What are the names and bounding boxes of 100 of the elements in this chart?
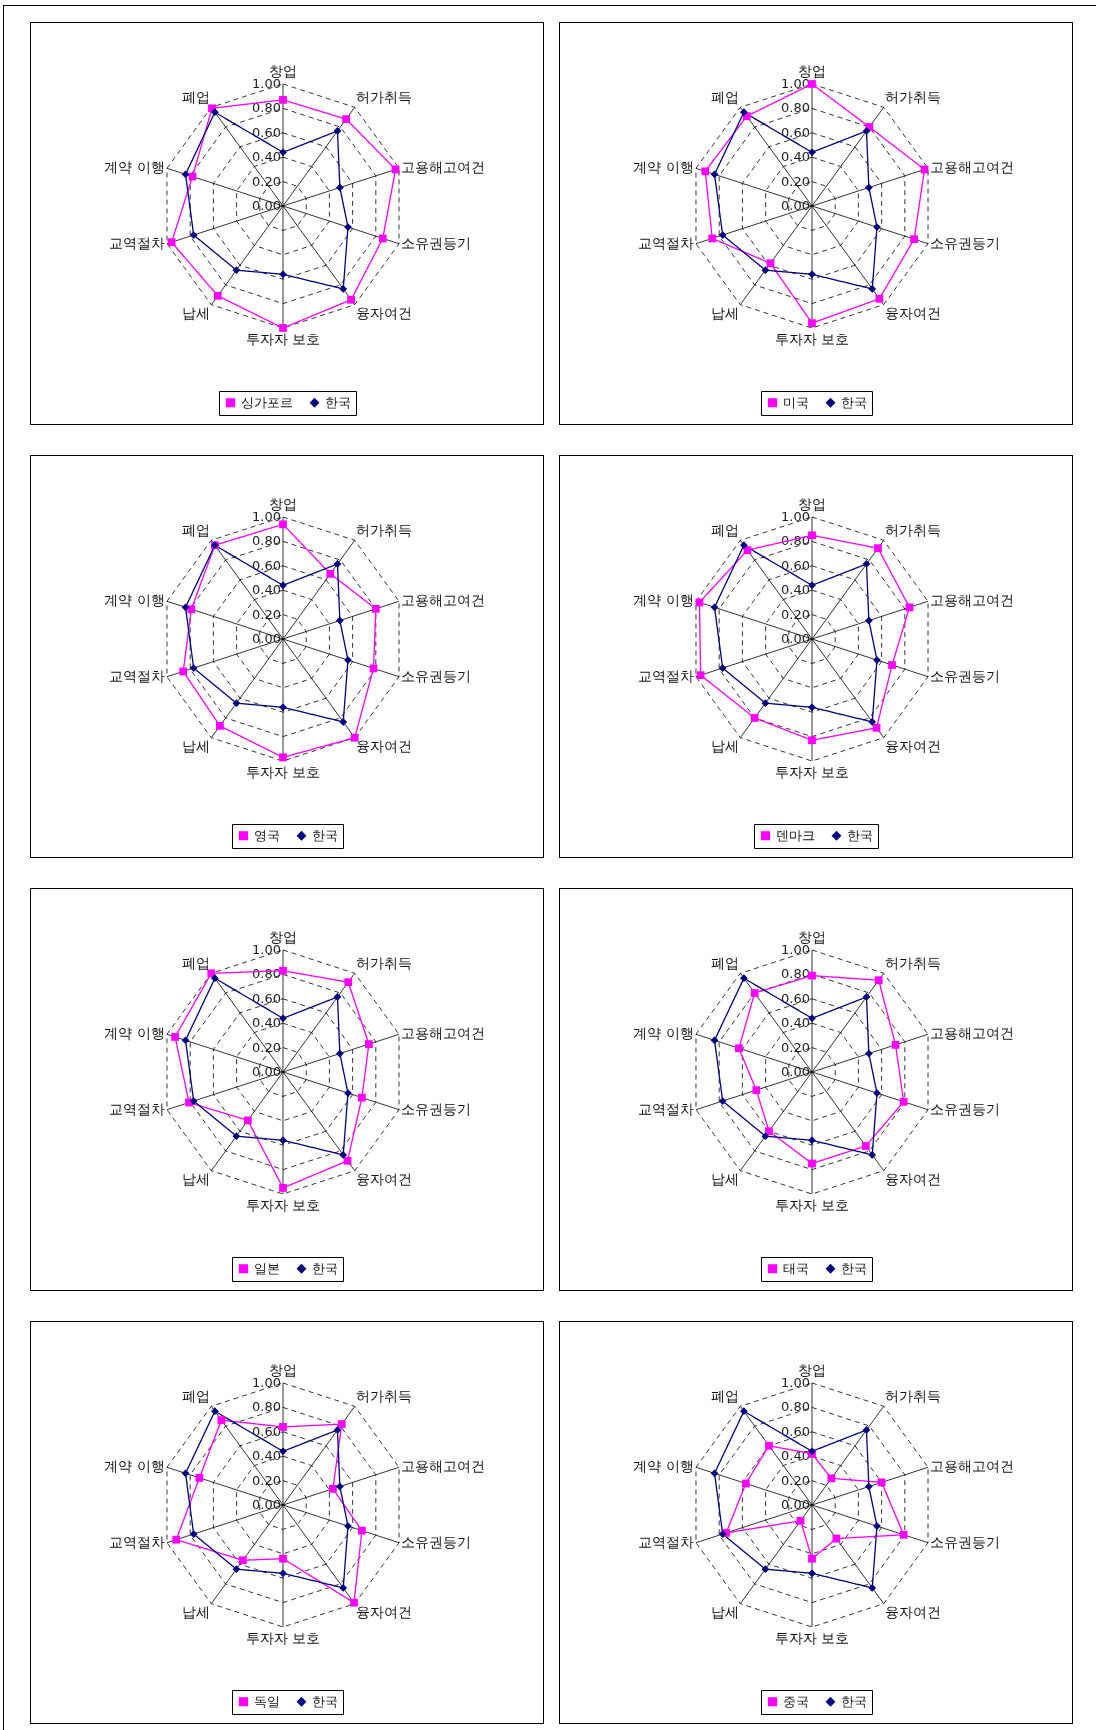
spoke-label: 소유권등기 — [930, 1534, 1001, 1551]
y-tick-label: 0.80 — [252, 100, 281, 116]
spoke-label: 계약 이행 — [633, 158, 694, 175]
legend-label: 한국 — [312, 1693, 338, 1709]
y-tick-label: 0.00 — [252, 198, 281, 213]
legend-label: 싱가포르 — [241, 394, 293, 410]
y-tick-label: 0.80 — [252, 533, 281, 549]
spoke-label: 투자자 보호 — [245, 1196, 321, 1213]
spoke-label: 융자여건 — [885, 304, 942, 321]
spoke-label: 창업 — [798, 496, 826, 513]
y-tick-label: 0.20 — [252, 173, 281, 189]
spoke-label: 융자여건 — [356, 737, 413, 754]
y-tick-label: 0.20 — [781, 1472, 810, 1488]
y-tick-label: 0.20 — [252, 606, 281, 622]
legend-label: 영국 — [254, 827, 280, 843]
spoke-label: 납세 — [181, 304, 210, 321]
y-tick-label: 0.40 — [252, 1448, 281, 1464]
spoke-label: 소유권등기 — [401, 1101, 472, 1118]
y-tick-label: 0.40 — [781, 1448, 810, 1464]
y-tick-label: 0.20 — [252, 1039, 281, 1055]
spoke-label: 허가취득 — [885, 1388, 942, 1405]
spoke-label: 계약 이행 — [104, 1024, 165, 1041]
y-tick-label: 0.80 — [781, 966, 810, 982]
y-tick-label: 0.00 — [781, 1497, 810, 1512]
spoke-label: 교역절차 — [108, 235, 165, 252]
spoke-label: 교역절차 — [108, 1534, 165, 1551]
spoke-label: 고용해고여건 — [930, 158, 1015, 175]
spoke-label: 창업 — [269, 929, 297, 946]
spoke-label: 투자자 보호 — [245, 1629, 321, 1646]
y-tick-label: 0.60 — [252, 990, 281, 1006]
spoke-label: 교역절차 — [108, 1101, 165, 1118]
spoke-label: 납세 — [181, 1603, 210, 1620]
y-tick-label: 0.60 — [252, 557, 281, 573]
spoke-label: 창업 — [269, 496, 297, 513]
legend-label: 한국 — [841, 1260, 867, 1276]
spoke-label: 납세 — [181, 1170, 210, 1187]
spoke-label: 융자여건 — [356, 304, 413, 321]
spoke-label: 고용해고여건 — [401, 591, 486, 608]
spoke-label: 소유권등기 — [930, 1101, 1001, 1118]
spoke-label: 계약 이행 — [633, 1457, 694, 1474]
spoke-label: 납세 — [710, 737, 739, 754]
y-tick-label: 0.00 — [781, 198, 810, 213]
spoke-label: 융자여건 — [356, 1170, 413, 1187]
spoke-label: 융자여건 — [885, 1603, 942, 1620]
y-tick-label: 0.20 — [781, 606, 810, 622]
spoke-label: 허가취득 — [885, 955, 942, 972]
spoke-label: 허가취득 — [885, 89, 942, 106]
spoke-label: 투자자 보호 — [774, 1196, 850, 1213]
spoke-label: 폐업 — [181, 522, 210, 539]
spoke-label: 계약 이행 — [633, 1024, 694, 1041]
spoke-label: 소유권등기 — [930, 235, 1001, 252]
spoke-label: 교역절차 — [637, 668, 694, 685]
spoke-label: 고용해고여건 — [401, 1024, 486, 1041]
y-tick-label: 0.80 — [781, 1399, 810, 1415]
spoke-label: 납세 — [181, 737, 210, 754]
y-tick-label: 0.80 — [252, 1399, 281, 1415]
spoke-label: 소유권등기 — [401, 1534, 472, 1551]
legend-label: 중국 — [783, 1693, 809, 1709]
spoke-label: 소유권등기 — [401, 235, 472, 252]
spoke-label: 투자자 보호 — [774, 1629, 850, 1646]
spoke-label: 소유권등기 — [930, 668, 1001, 685]
spoke-label: 폐업 — [710, 522, 739, 539]
y-tick-label: 0.60 — [252, 1423, 281, 1439]
spoke-label: 허가취득 — [356, 522, 413, 539]
y-tick-label: 0.20 — [781, 1039, 810, 1055]
y-tick-label: 0.00 — [252, 631, 281, 646]
spoke-label: 계약 이행 — [633, 591, 694, 608]
spoke-label: 창업 — [269, 1362, 297, 1379]
spoke-label: 계약 이행 — [104, 591, 165, 608]
legend-label: 미국 — [783, 394, 809, 410]
spoke-label: 폐업 — [710, 1388, 739, 1405]
spoke-label: 융자여건 — [885, 737, 942, 754]
y-tick-label: 0.60 — [252, 124, 281, 140]
y-tick-label: 0.40 — [252, 149, 281, 165]
legend-label: 일본 — [254, 1260, 280, 1276]
y-tick-label: 0.60 — [781, 557, 810, 573]
spoke-label: 폐업 — [710, 89, 739, 106]
spoke-label: 창업 — [269, 63, 297, 80]
spoke-label: 고용해고여건 — [930, 591, 1015, 608]
y-tick-label: 0.40 — [252, 582, 281, 598]
legend-label: 한국 — [841, 1693, 867, 1709]
spoke-label: 교역절차 — [637, 235, 694, 252]
y-tick-label: 0.80 — [781, 100, 810, 116]
legend-label: 한국 — [325, 394, 351, 410]
spoke-label: 고용해고여건 — [401, 1457, 486, 1474]
y-tick-label: 0.20 — [781, 173, 810, 189]
y-tick-label: 0.20 — [252, 1472, 281, 1488]
legend-label: 한국 — [841, 394, 867, 410]
spoke-label: 투자자 보호 — [245, 330, 321, 347]
spoke-label: 허가취득 — [356, 89, 413, 106]
y-tick-label: 0.40 — [252, 1015, 281, 1031]
spoke-label: 고용해고여건 — [930, 1457, 1015, 1474]
spoke-label: 허가취득 — [356, 1388, 413, 1405]
spoke-label: 폐업 — [181, 89, 210, 106]
spoke-label: 창업 — [798, 1362, 826, 1379]
spoke-label: 교역절차 — [637, 1101, 694, 1118]
legend-label: 한국 — [312, 827, 338, 843]
y-tick-label: 0.00 — [252, 1497, 281, 1512]
spoke-label: 창업 — [798, 929, 826, 946]
legend-label: 덴마크 — [776, 827, 815, 843]
